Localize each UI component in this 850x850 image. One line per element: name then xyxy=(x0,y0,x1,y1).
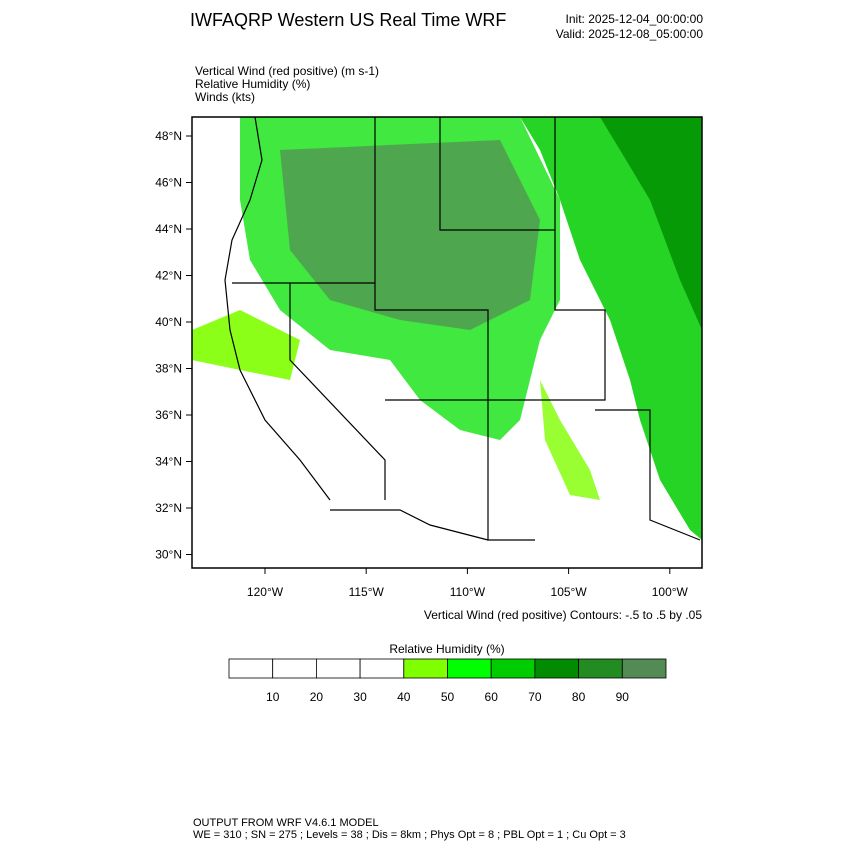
colorbar-label: 30 xyxy=(353,690,367,704)
colorbar-box xyxy=(447,658,492,679)
lon-label: 110°W xyxy=(450,585,486,599)
lon-label: 105°W xyxy=(551,585,588,599)
colorbar-box xyxy=(403,658,448,679)
colorbar-box xyxy=(315,658,361,679)
colorbar-box xyxy=(490,658,536,679)
colorbar-box xyxy=(228,658,274,679)
colorbar-box xyxy=(534,658,580,679)
colorbar-label: 10 xyxy=(266,690,280,704)
colorbar-label: 50 xyxy=(441,690,455,704)
colorbar-box xyxy=(621,658,667,679)
lat-label: 32°N xyxy=(155,501,182,515)
colorbar-box xyxy=(359,658,405,679)
colorbar-label: 20 xyxy=(310,690,324,704)
lon-label: 115°W xyxy=(349,585,385,599)
lat-label: 34°N xyxy=(155,455,182,469)
colorbar-box xyxy=(272,658,317,679)
colorbar-label: 40 xyxy=(397,690,411,704)
lon-label: 120°W xyxy=(247,585,284,599)
init-time: Init: 2025-12-04_00:00:00 xyxy=(566,12,704,26)
lat-label: 44°N xyxy=(155,222,182,236)
lat-label: 36°N xyxy=(155,408,182,422)
lat-label: 40°N xyxy=(155,315,182,329)
lat-label: 30°N xyxy=(155,548,182,562)
field-label: Relative Humidity (%) xyxy=(195,77,310,91)
map xyxy=(191,116,703,569)
contour-note: Vertical Wind (red positive) Contours: -… xyxy=(424,608,702,622)
colorbar-label: 60 xyxy=(485,690,499,704)
field-label: Winds (kts) xyxy=(195,90,255,104)
footer-line: OUTPUT FROM WRF V4.6.1 MODEL xyxy=(193,817,379,829)
colorbar-label: 80 xyxy=(572,690,586,704)
colorbar-box xyxy=(578,658,623,679)
colorbar-label: 90 xyxy=(616,690,630,704)
title: IWFAQRP Western US Real Time WRF xyxy=(190,10,506,30)
footer-line: WE = 310 ; SN = 275 ; Levels = 38 ; Dis … xyxy=(193,829,626,841)
lat-label: 42°N xyxy=(155,269,182,283)
lat-label: 46°N xyxy=(155,176,182,190)
lon-label: 100°W xyxy=(652,585,689,599)
lat-label: 38°N xyxy=(155,362,182,376)
field-label: Vertical Wind (red positive) (m s-1) xyxy=(195,64,379,78)
valid-time: Valid: 2025-12-08_05:00:00 xyxy=(556,27,704,41)
colorbar-title: Relative Humidity (%) xyxy=(389,642,504,656)
colorbar-label: 70 xyxy=(528,690,542,704)
lat-label: 48°N xyxy=(155,129,182,143)
